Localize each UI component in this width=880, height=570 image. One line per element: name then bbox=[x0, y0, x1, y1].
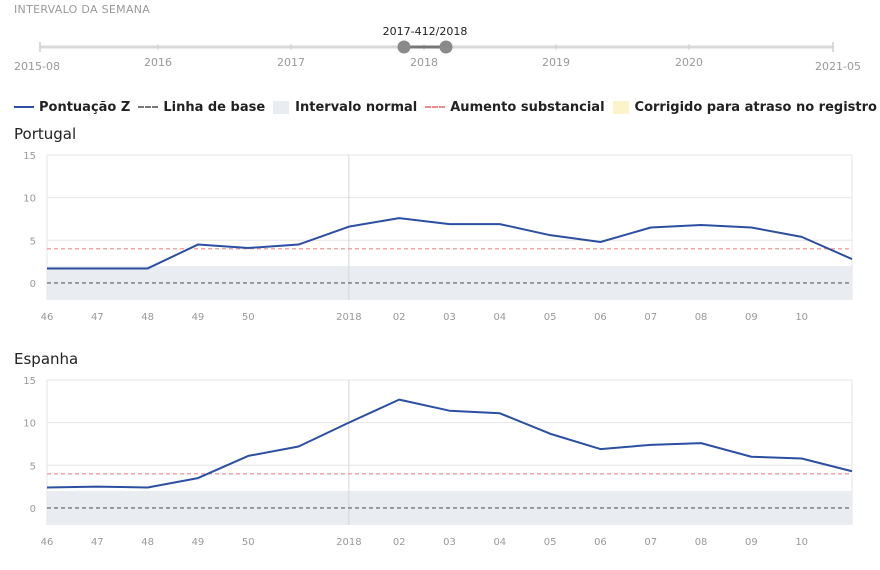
x-tick-label: 49 bbox=[192, 537, 205, 548]
x-tick-label: 07 bbox=[644, 537, 657, 548]
x-tick-label: 04 bbox=[493, 537, 506, 548]
legend-normal-range-swatch bbox=[273, 101, 289, 114]
range-year-label: 2020 bbox=[675, 56, 703, 69]
y-tick-label: 0 bbox=[30, 504, 36, 515]
range-handle-start[interactable] bbox=[398, 41, 411, 54]
chart-title-espanha: Espanha bbox=[14, 350, 78, 368]
range-handle-end[interactable] bbox=[440, 41, 453, 54]
legend-corrected-label: Corrigido para atraso no registro bbox=[635, 100, 877, 115]
x-tick-label: 02 bbox=[393, 312, 406, 323]
range-end-label: 2021-05 bbox=[815, 60, 861, 73]
legend-corrected-swatch bbox=[613, 101, 629, 114]
x-tick-label: 47 bbox=[91, 312, 104, 323]
y-tick-label: 15 bbox=[23, 376, 36, 387]
range-year-label: 2016 bbox=[144, 56, 172, 69]
x-tick-label: 03 bbox=[443, 312, 456, 323]
legend-baseline-label: Linha de base bbox=[163, 100, 265, 115]
x-tick-label: 04 bbox=[493, 312, 506, 323]
y-tick-label: 10 bbox=[23, 419, 36, 430]
x-tick-label: 08 bbox=[695, 537, 708, 548]
x-tick-label: 06 bbox=[594, 537, 607, 548]
x-tick-label: 48 bbox=[141, 312, 154, 323]
legend-baseline-swatch bbox=[138, 106, 158, 108]
legend-normal-range-label: Intervalo normal bbox=[295, 100, 417, 115]
range-year-label: 2018 bbox=[410, 56, 438, 69]
legend-zscore-swatch bbox=[14, 106, 34, 108]
zscore-line bbox=[47, 218, 852, 268]
x-tick-label: 47 bbox=[91, 537, 104, 548]
x-tick-label: 06 bbox=[594, 312, 607, 323]
x-tick-label: 05 bbox=[544, 312, 557, 323]
legend-substantial-swatch bbox=[425, 106, 445, 108]
x-tick-label: 10 bbox=[795, 312, 808, 323]
legend-item-substantial[interactable]: Aumento substancial bbox=[425, 100, 604, 115]
x-tick-label: 50 bbox=[242, 537, 255, 548]
y-tick-label: 5 bbox=[30, 236, 36, 247]
x-tick-label: 03 bbox=[443, 537, 456, 548]
range-selected-label: 2017-412/2018 bbox=[383, 25, 468, 38]
x-tick-label: 07 bbox=[644, 312, 657, 323]
x-tick-label: 48 bbox=[141, 537, 154, 548]
x-tick-label: 49 bbox=[192, 312, 205, 323]
range-year-label: 2019 bbox=[542, 56, 570, 69]
x-tick-label: 10 bbox=[795, 537, 808, 548]
x-tick-label: 46 bbox=[41, 312, 54, 323]
range-year-label: 2017 bbox=[277, 56, 305, 69]
legend: Pontuação Z Linha de base Intervalo norm… bbox=[14, 98, 880, 116]
x-tick-label: 09 bbox=[745, 312, 758, 323]
x-tick-label: 50 bbox=[242, 312, 255, 323]
range-start-label: 2015-08 bbox=[14, 60, 60, 73]
y-tick-label: 0 bbox=[30, 279, 36, 290]
legend-item-normal-range[interactable]: Intervalo normal bbox=[273, 100, 417, 115]
chart-title-portugal: Portugal bbox=[14, 125, 76, 143]
legend-zscore-label: Pontuação Z bbox=[39, 100, 130, 115]
y-tick-label: 10 bbox=[23, 194, 36, 205]
y-tick-label: 15 bbox=[23, 151, 36, 162]
x-tick-label: 05 bbox=[544, 537, 557, 548]
legend-item-baseline[interactable]: Linha de base bbox=[138, 100, 265, 115]
x-tick-label: 2018 bbox=[336, 537, 361, 548]
x-tick-label: 2018 bbox=[336, 312, 361, 323]
x-tick-label: 08 bbox=[695, 312, 708, 323]
legend-item-zscore[interactable]: Pontuação Z bbox=[14, 100, 130, 115]
y-tick-label: 5 bbox=[30, 461, 36, 472]
x-tick-label: 46 bbox=[41, 537, 54, 548]
x-tick-label: 02 bbox=[393, 537, 406, 548]
legend-substantial-label: Aumento substancial bbox=[450, 100, 604, 115]
x-tick-label: 09 bbox=[745, 537, 758, 548]
legend-item-corrected[interactable]: Corrigido para atraso no registro bbox=[613, 100, 877, 115]
range-slider[interactable]: 2016 2017 2018 2019 2020 2015-08 2021-05 2017-4… bbox=[0, 0, 880, 80]
